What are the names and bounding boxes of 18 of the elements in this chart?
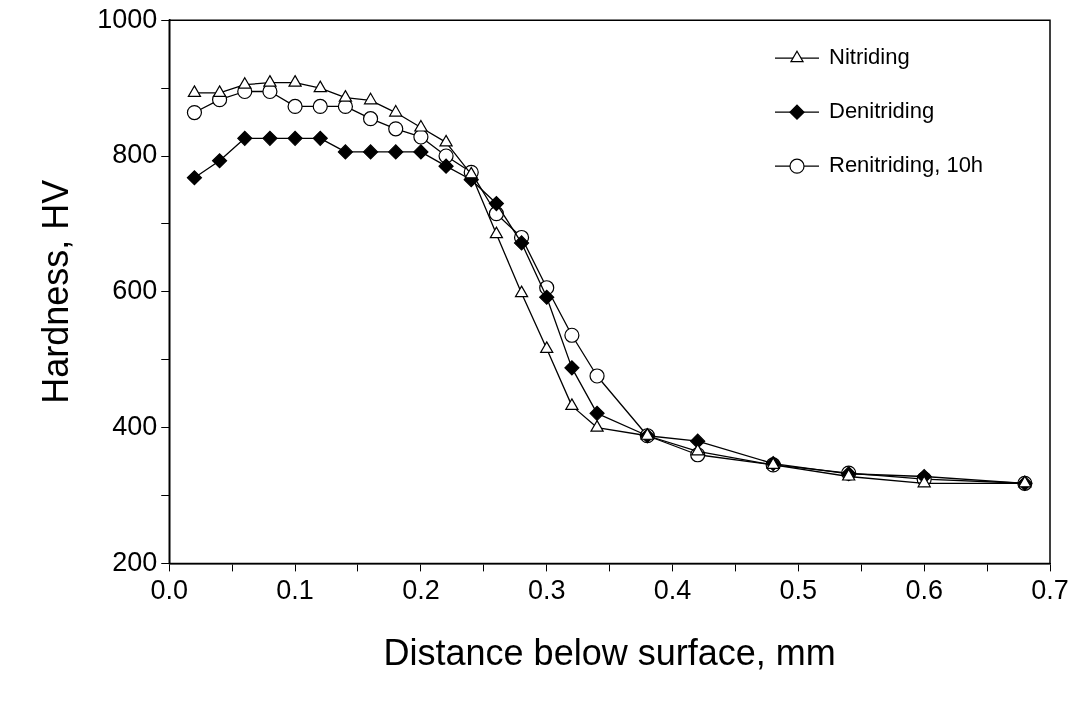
y-tick-label: 600	[112, 275, 158, 306]
x-tick-label: 0.7	[1031, 575, 1069, 606]
y-tick-label: 400	[112, 411, 158, 442]
y-axis-title: Hardness, HV	[34, 179, 76, 404]
x-tick-label: 0.6	[905, 575, 943, 606]
y-tick-label: 800	[112, 139, 158, 170]
x-axis-title: Distance below surface, mm	[383, 632, 836, 674]
x-tick-label: 0.0	[150, 575, 189, 606]
x-tick-label: 0.2	[402, 575, 440, 606]
legend-label: Denitriding	[829, 98, 935, 124]
x-tick-label: 0.3	[527, 575, 566, 606]
legend-label: Renitriding, 10h	[829, 152, 984, 178]
x-tick-label: 0.5	[779, 575, 818, 606]
x-tick-label: 0.1	[276, 575, 314, 606]
y-tick-label: 200	[112, 546, 158, 577]
y-tick-label: 1000	[97, 3, 158, 34]
x-tick-label: 0.4	[653, 575, 692, 606]
legend-label: Nitriding	[829, 44, 910, 70]
